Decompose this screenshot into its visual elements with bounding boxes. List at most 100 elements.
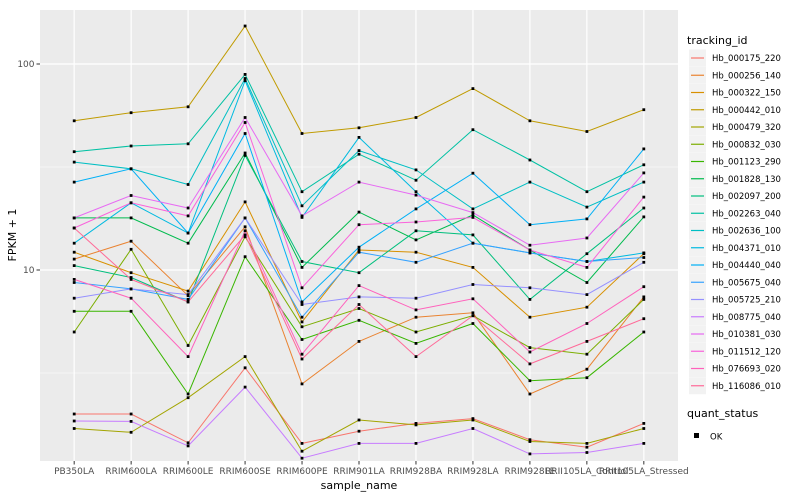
ok-square-marker-icon	[694, 433, 699, 438]
data-point	[585, 236, 589, 240]
legend-entry: Hb_002263_040	[689, 204, 781, 222]
data-point	[300, 352, 304, 356]
data-point	[243, 73, 247, 76]
data-point	[129, 430, 133, 434]
data-point	[300, 260, 304, 263]
data-point	[186, 396, 190, 400]
data-point	[186, 241, 190, 245]
data-point	[471, 171, 475, 175]
data-point	[300, 300, 304, 304]
data-point	[471, 233, 475, 237]
x-tick-label: RRIM928LA	[447, 467, 499, 477]
data-point	[585, 190, 589, 194]
data-point	[642, 206, 646, 210]
data-point	[300, 442, 304, 445]
data-point	[642, 215, 646, 219]
data-point	[72, 226, 76, 230]
data-point	[186, 105, 190, 109]
data-point	[129, 276, 133, 279]
data-point	[414, 308, 418, 312]
data-point	[585, 260, 589, 263]
data-point	[300, 325, 304, 329]
data-point	[72, 281, 76, 284]
legend-entry-label: Hb_002636_100	[712, 227, 781, 237]
data-point	[357, 152, 361, 156]
data-point	[72, 412, 76, 416]
data-point	[642, 295, 646, 299]
data-point	[186, 344, 190, 347]
data-point	[357, 136, 361, 139]
data-point	[243, 235, 247, 239]
y-tick-label: 100	[17, 60, 34, 70]
data-point	[642, 180, 646, 184]
data-point	[243, 79, 247, 83]
legend-entry: Hb_076693_020	[689, 360, 781, 377]
data-point	[471, 427, 475, 430]
data-point	[300, 190, 304, 194]
legend-entry: Hb_116086_010	[689, 377, 781, 395]
legend-entry-label: Hb_002097_200	[712, 192, 781, 202]
data-point	[414, 168, 418, 172]
y-axis-title: FPKM + 1	[6, 209, 19, 262]
data-point	[300, 216, 304, 219]
data-point	[357, 271, 361, 275]
data-point	[72, 180, 76, 184]
data-point	[414, 442, 418, 445]
data-point	[243, 24, 247, 28]
data-point	[357, 180, 361, 184]
data-point	[471, 266, 475, 269]
legend-entry-label: Hb_001828_130	[712, 175, 781, 185]
legend-tracking-entries: Hb_000175_220 Hb_000256_140 Hb_000322_150 H…	[689, 49, 781, 395]
data-point	[471, 207, 475, 211]
legend-entry-label: Hb_116086_010	[712, 382, 781, 392]
data-point	[528, 315, 532, 319]
data-point	[243, 116, 247, 119]
data-point	[186, 444, 190, 448]
data-point	[72, 250, 76, 254]
data-point	[528, 346, 532, 349]
legend-entry: Hb_002636_100	[689, 222, 781, 239]
data-point	[642, 298, 646, 301]
data-point	[72, 296, 76, 300]
data-point	[414, 190, 418, 194]
legend-quant-title: quant_status	[687, 407, 759, 420]
data-point	[414, 229, 418, 233]
data-point	[300, 266, 304, 269]
data-point	[357, 429, 361, 433]
data-point	[243, 229, 247, 233]
data-point	[528, 440, 532, 443]
legend-entry: Hb_000442_010	[689, 101, 781, 119]
data-point	[243, 385, 247, 389]
data-point	[585, 376, 589, 380]
data-point	[528, 392, 532, 396]
data-point	[471, 128, 475, 132]
legend-entry-label: Hb_005725_210	[712, 296, 781, 306]
data-point	[414, 178, 418, 182]
data-point	[300, 132, 304, 135]
data-point	[528, 158, 532, 162]
data-point	[471, 216, 475, 219]
data-point	[357, 340, 361, 343]
data-point	[129, 287, 133, 291]
data-point	[357, 149, 361, 152]
data-point	[357, 303, 361, 306]
data-point	[129, 412, 133, 416]
data-point	[72, 160, 76, 164]
data-point	[528, 119, 532, 123]
data-point	[72, 330, 76, 334]
data-point	[528, 180, 532, 184]
data-point	[414, 330, 418, 334]
legend-quant-entry: OK	[694, 433, 723, 443]
data-point	[585, 322, 589, 325]
data-point	[300, 320, 304, 324]
data-point	[642, 108, 646, 112]
legend-entry-label: Hb_008775_040	[712, 313, 781, 323]
data-point	[585, 293, 589, 296]
legend-entry-label: Hb_004371_010	[712, 244, 781, 254]
x-tick-label: RRIM600LA	[105, 467, 157, 477]
data-point	[414, 355, 418, 358]
legend-entry: Hb_000832_030	[689, 135, 781, 153]
legend-entry-label: Hb_001123_290	[712, 158, 781, 168]
data-point	[471, 211, 475, 214]
data-point	[72, 278, 76, 281]
